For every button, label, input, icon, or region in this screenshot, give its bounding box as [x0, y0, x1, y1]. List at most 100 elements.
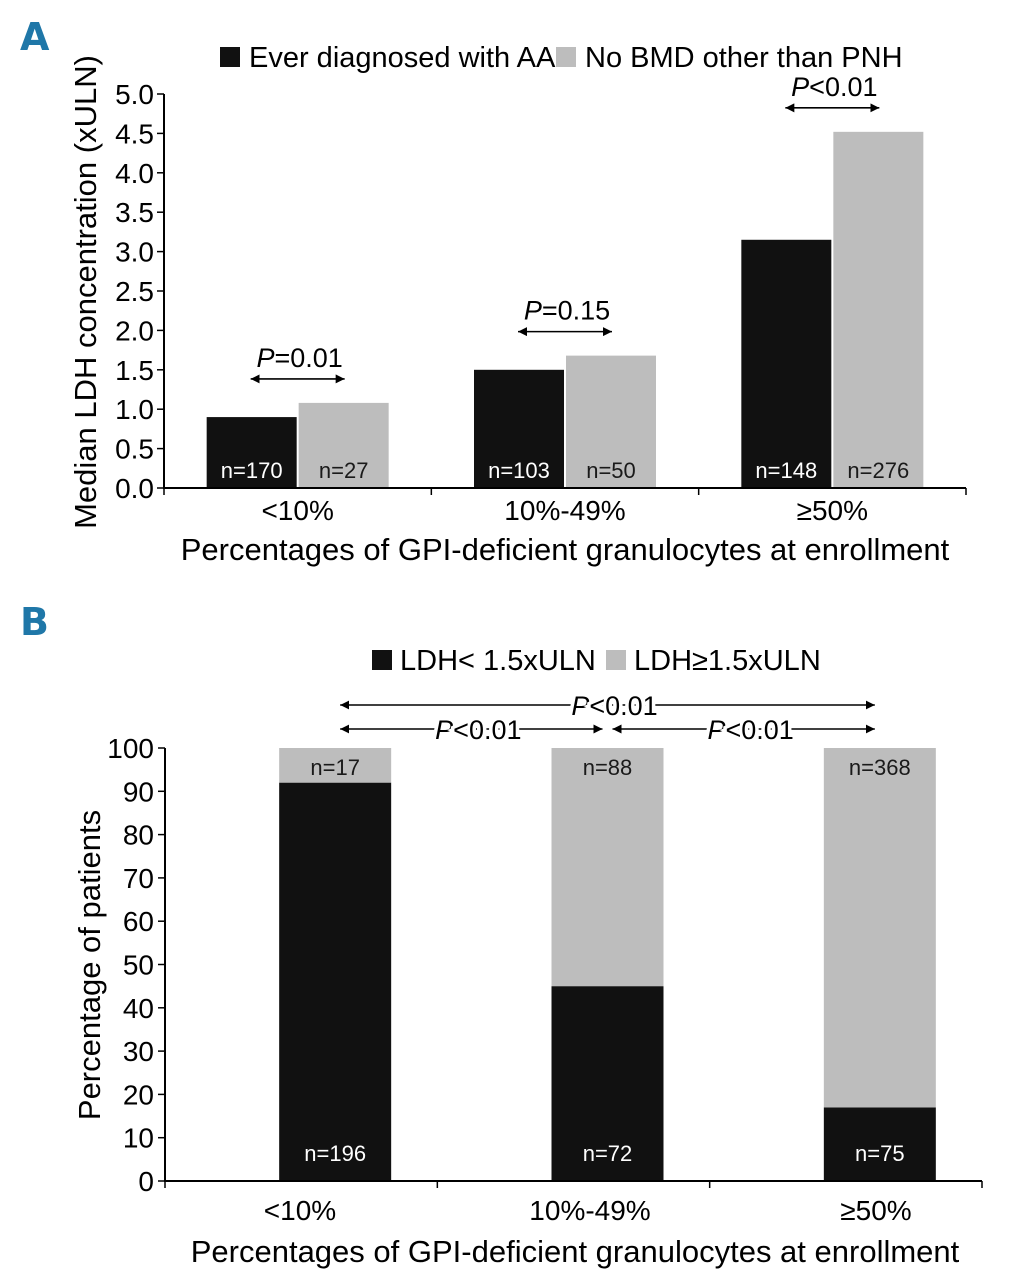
y-tick-label: 3.0 — [115, 237, 154, 268]
panel-a-x-axis: <10% 10%-49% ≥50% — [261, 495, 868, 526]
p-value-text: =0.15 — [542, 296, 610, 326]
legend-swatch-1 — [220, 47, 240, 67]
p-value-text: <0.01 — [589, 691, 657, 721]
y-tick-label: 70 — [123, 863, 154, 894]
legend-swatch-1 — [372, 650, 392, 670]
legend-label-2: No BMD other than PNH — [585, 42, 903, 74]
p-value-letter: P — [435, 715, 453, 745]
bar-1-2 — [474, 369, 564, 488]
y-tick-label: 1.0 — [115, 394, 154, 425]
x-tick-label-3: ≥50% — [840, 1195, 911, 1226]
p-value-label-3: P<0.01 — [707, 715, 793, 745]
legend-label-1: Ever diagnosed with AA — [249, 42, 556, 74]
p-value-letter: P — [256, 343, 274, 373]
p-value-letter: P — [524, 296, 542, 326]
p-value-text: <0.01 — [726, 715, 794, 745]
panel-b-n-labels: n=196 n=17 n=72 n=88 n=75 n=368 — [304, 755, 910, 1166]
n-label-1-3: n=148 — [755, 458, 817, 483]
y-tick-label: 0 — [138, 1166, 154, 1197]
panel-a-legend: Ever diagnosed with AA No BMD other than … — [220, 42, 903, 74]
n-label-1-2: n=72 — [583, 1141, 633, 1166]
legend-swatch-2 — [556, 47, 576, 67]
panel-a-n-labels: n=170 n=27 n=103 n=50 n=148 n=276 — [221, 458, 909, 483]
p-value-text: <0.01 — [453, 715, 521, 745]
bar-2-1 — [279, 748, 392, 783]
panel-a-x-axis-label: Percentages of GPI-deficient granulocyte… — [181, 532, 950, 567]
panel-b-x-axis: <10% 10%-49% ≥50% — [264, 1195, 912, 1226]
p-value-label-1: P<0.01 — [571, 691, 657, 721]
y-tick-label: 2.5 — [115, 276, 154, 307]
bar-2-1 — [298, 402, 389, 488]
y-tick-label: 90 — [123, 776, 154, 807]
bar-2-2 — [566, 355, 656, 488]
bar-1-3 — [823, 1107, 936, 1181]
n-label-2-2: n=50 — [586, 458, 636, 483]
n-label-2-2: n=88 — [583, 755, 633, 780]
y-tick-label: 1.5 — [115, 355, 154, 386]
n-label-2-3: n=276 — [847, 458, 909, 483]
panel-b-chart: B LDH< 1.5xULN LDH≥1.5xULN Percentage of … — [20, 600, 983, 1269]
y-tick-label: 50 — [123, 950, 154, 981]
n-label-1-3: n=75 — [855, 1141, 905, 1166]
y-tick-label: 80 — [123, 820, 154, 851]
y-tick-label: 60 — [123, 906, 154, 937]
n-label-1-2: n=103 — [488, 458, 550, 483]
y-tick-label: 40 — [123, 993, 154, 1024]
bar-1-3 — [741, 239, 832, 488]
panel-a-y-axis-label: Median LDH concentration (xULN) — [68, 55, 103, 529]
panel-a-axes — [163, 94, 967, 495]
legend-swatch-2 — [606, 650, 626, 670]
panel-b-bars — [279, 748, 936, 1181]
p-value-letter: P — [707, 715, 725, 745]
y-tick-label: 20 — [123, 1079, 154, 1110]
bar-1-2 — [551, 986, 664, 1181]
x-tick-label-1: <10% — [261, 495, 333, 526]
n-label-1-1: n=170 — [221, 458, 283, 483]
y-tick-label: 4.5 — [115, 118, 154, 149]
y-tick-label: 30 — [123, 1036, 154, 1067]
panel-b-legend: LDH< 1.5xULN LDH≥1.5xULN — [372, 645, 821, 677]
p-value-letter: P — [571, 691, 589, 721]
x-tick-label-2: 10%-49% — [529, 1195, 650, 1226]
p-value-label-2: P=0.15 — [524, 296, 610, 326]
n-label-1-1: n=196 — [304, 1141, 366, 1166]
y-tick-label: 0.5 — [115, 434, 154, 465]
panel-a-chart: A Ever diagnosed with AA No BMD other tha… — [20, 15, 967, 567]
panel-b-significance: P<0.01P<0.01 P<0.01 — [340, 688, 875, 749]
legend-label-1: LDH< 1.5xULN — [400, 645, 596, 677]
panel-a-letter: A — [20, 15, 50, 59]
y-tick-label: 5.0 — [115, 79, 154, 110]
y-tick-label: 10 — [123, 1123, 154, 1154]
p-value-label-1: P=0.01 — [256, 343, 342, 373]
panel-b-y-axis-label: Percentage of patients — [72, 810, 107, 1120]
y-tick-label: 4.0 — [115, 158, 154, 189]
panel-a-significance: P=0.01P=0.15P<0.01 — [250, 72, 880, 384]
y-tick-label: 2.0 — [115, 315, 154, 346]
panel-b-x-axis-label: Percentages of GPI-deficient granulocyte… — [191, 1234, 960, 1269]
y-tick-label: 3.5 — [115, 197, 154, 228]
panel-b-letter: B — [20, 600, 49, 644]
bar-2-2 — [551, 748, 664, 987]
n-label-2-3: n=368 — [849, 755, 911, 780]
p-value-text: <0.01 — [809, 72, 877, 102]
x-tick-label-1: <10% — [264, 1195, 336, 1226]
p-value-text: =0.01 — [275, 343, 343, 373]
n-label-2-1: n=17 — [310, 755, 360, 780]
p-value-label-2: P<0.01 — [435, 715, 521, 745]
y-tick-label: 100 — [107, 733, 154, 764]
panel-a-bars — [206, 131, 924, 488]
n-label-2-1: n=27 — [319, 458, 369, 483]
legend-label-2: LDH≥1.5xULN — [634, 645, 821, 677]
x-tick-label-3: ≥50% — [797, 495, 868, 526]
x-tick-label-2: 10%-49% — [504, 495, 625, 526]
bar-2-3 — [823, 748, 936, 1108]
p-value-label-3: P<0.01 — [791, 72, 877, 102]
panel-b-y-axis: 0 10 20 30 40 50 60 70 80 90 100 — [107, 733, 165, 1197]
y-tick-label: 0.0 — [115, 473, 154, 504]
bar-1-1 — [279, 782, 392, 1181]
bar-2-3 — [833, 131, 924, 488]
panel-b-axes — [164, 748, 983, 1188]
bar-1-1 — [206, 417, 297, 488]
p-value-letter: P — [791, 72, 809, 102]
